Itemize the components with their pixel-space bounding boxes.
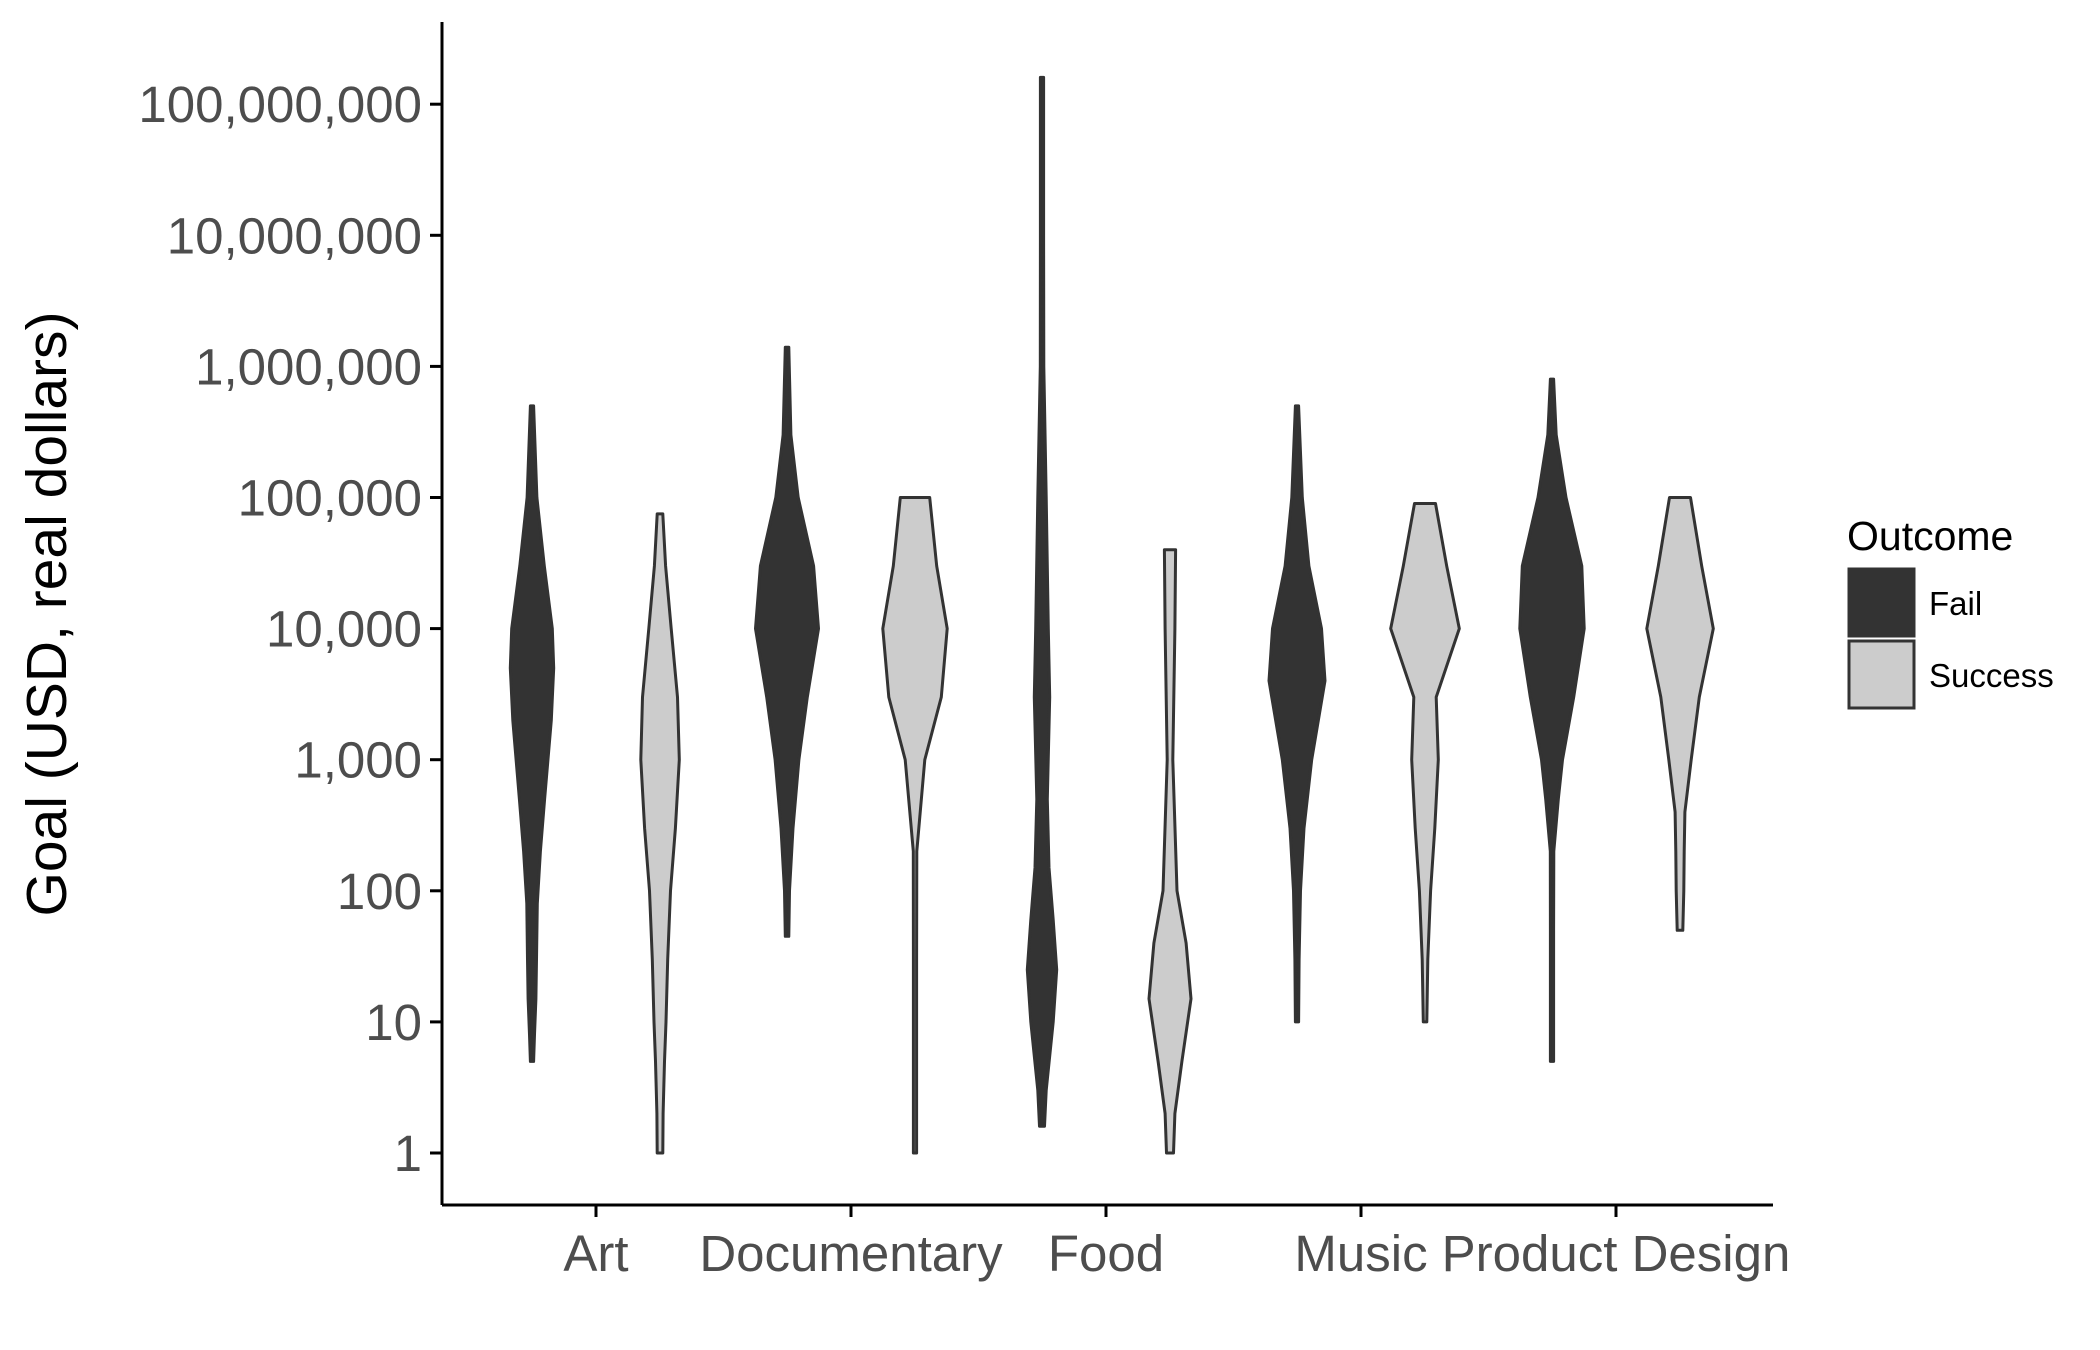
violin-music-success	[1389, 502, 1461, 1024]
y-tick-label: 1	[394, 1125, 422, 1182]
violin-food-success	[1147, 548, 1193, 1155]
violin-art-success	[639, 512, 681, 1155]
x-tick-label: Documentary	[699, 1225, 1003, 1282]
violin-music-fail	[1267, 404, 1327, 1024]
x-axis-ticks: Art Documentary Food Music Product Design	[563, 1205, 1790, 1282]
x-tick-label: Product Design	[1442, 1225, 1791, 1282]
x-tick-label: Music	[1294, 1225, 1427, 1282]
y-tick-label: 100,000	[238, 470, 422, 527]
violin-documentary-success	[881, 496, 949, 1155]
legend-label-success: Success	[1929, 657, 2054, 694]
y-tick-label: 1,000	[294, 732, 422, 789]
legend-label-fail: Fail	[1929, 585, 1982, 622]
violins-layer	[508, 75, 1715, 1155]
y-axis-ticks: 1 10 100 1,000 10,000 100,000 1,000,000 10,000,…	[138, 76, 442, 1182]
violin-product-design-fail	[1518, 377, 1586, 1063]
y-tick-label: 1,000,000	[195, 338, 422, 395]
legend: Outcome Fail Success	[1847, 513, 2054, 710]
y-axis-title: Goal (USD, real dollars)	[15, 311, 79, 916]
y-tick-label: 100,000,000	[138, 76, 422, 133]
violin-product-design-success	[1645, 496, 1715, 932]
y-tick-label: 100	[337, 863, 422, 920]
y-tick-label: 10,000,000	[167, 207, 422, 264]
legend-key-fail	[1847, 567, 1916, 638]
y-tick-label: 10,000	[266, 601, 422, 658]
violin-art-fail	[508, 404, 556, 1063]
legend-title: Outcome	[1847, 513, 2013, 559]
legend-key-success	[1847, 639, 1916, 710]
x-tick-label: Food	[1048, 1225, 1164, 1282]
y-tick-label: 10	[365, 994, 422, 1051]
x-tick-label: Art	[563, 1225, 628, 1282]
violin-food-fail	[1025, 75, 1059, 1128]
violin-documentary-fail	[754, 345, 820, 938]
